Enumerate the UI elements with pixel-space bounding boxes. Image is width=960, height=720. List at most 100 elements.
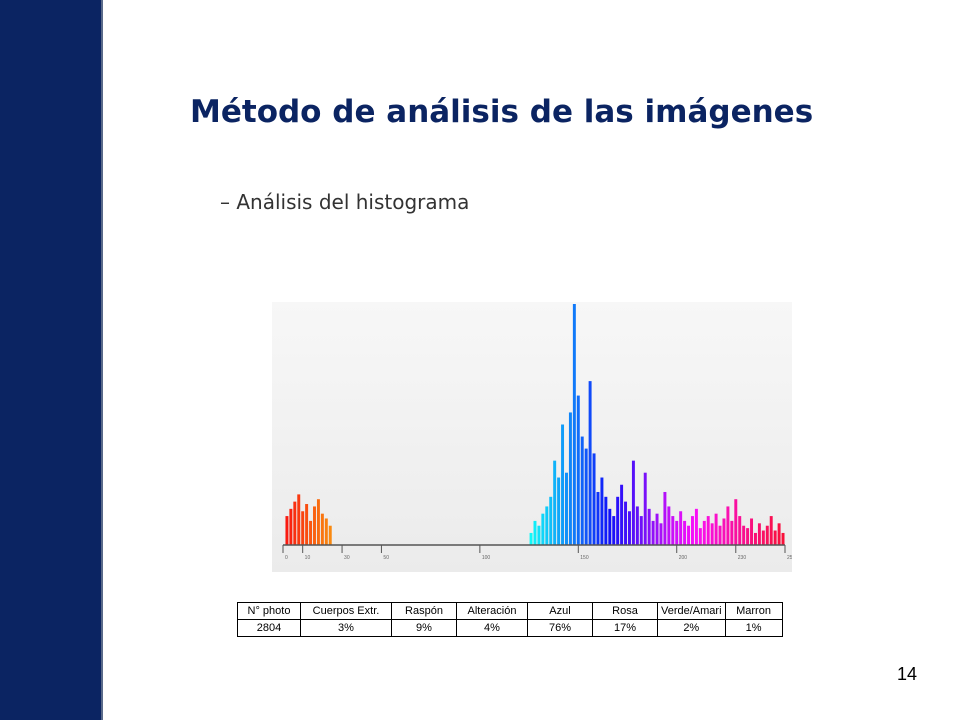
bar [734, 499, 738, 545]
bar [718, 525, 722, 545]
bar [576, 395, 580, 545]
page-number: 14 [897, 664, 918, 684]
bar [714, 513, 718, 545]
cell: Alteración [456, 602, 528, 620]
bar [529, 532, 533, 545]
x-tick-label: 150 [580, 555, 589, 561]
x-tick-label: 0 [285, 555, 288, 561]
x-tick-label: 50 [383, 555, 389, 561]
bar [316, 499, 320, 545]
bar [293, 501, 297, 545]
background [272, 302, 792, 572]
bar [584, 448, 588, 545]
cell: 9% [391, 619, 457, 637]
bar [710, 523, 714, 545]
bar [600, 477, 604, 545]
bar [305, 504, 309, 545]
cell: 1% [724, 619, 783, 637]
bar [750, 518, 754, 545]
bar [628, 511, 631, 545]
bar [679, 511, 683, 545]
bar [557, 477, 561, 545]
bar [726, 506, 730, 545]
bar [588, 381, 592, 545]
bar [313, 506, 316, 545]
bar [608, 508, 612, 545]
title: Método de análisis de las imágenes [190, 94, 814, 130]
bar [561, 424, 565, 545]
bar [730, 520, 734, 545]
bar [631, 460, 635, 545]
bar [671, 516, 675, 545]
bar [533, 520, 537, 545]
bar [604, 496, 608, 545]
x-tick-label: 200 [679, 555, 688, 561]
bar [537, 525, 541, 545]
bar [765, 525, 769, 545]
bar [722, 518, 726, 545]
cell: Cuerpos Extr. [300, 602, 392, 620]
bar [553, 460, 557, 545]
bar [324, 518, 328, 545]
bar [541, 513, 545, 545]
cell: Rosa [592, 602, 658, 620]
cell: 3% [300, 619, 392, 637]
histogram: 0 10 30 50 100 150 200 230 255 [272, 302, 792, 572]
bar [643, 472, 647, 545]
side-band [0, 0, 103, 720]
bar [659, 523, 663, 545]
bar [651, 520, 655, 545]
x-tick-label: 10 [305, 555, 311, 561]
bar [738, 516, 742, 545]
bar [761, 530, 765, 545]
bar [777, 523, 781, 545]
bar [694, 508, 698, 545]
bar [297, 494, 301, 545]
cell: 4% [456, 619, 528, 637]
bar [616, 496, 620, 545]
bar [285, 516, 289, 545]
bar [620, 484, 624, 545]
table: N° photo Cuerpos Extr. Raspón Alteración… [237, 602, 783, 637]
bar [309, 520, 313, 545]
cell: 17% [592, 619, 658, 637]
bar [667, 506, 671, 545]
bar [639, 516, 643, 545]
bar [320, 513, 324, 545]
bar [698, 528, 702, 545]
bar [592, 453, 596, 545]
bar [753, 532, 757, 545]
bar [687, 525, 691, 545]
bar [568, 412, 572, 545]
bar [690, 516, 694, 545]
bar [655, 513, 659, 545]
bar [301, 511, 305, 545]
bar [757, 523, 761, 545]
bar [572, 304, 576, 545]
cell: 2804 [237, 619, 301, 637]
bar [545, 506, 549, 545]
bar [742, 525, 746, 545]
cell: N° photo [237, 602, 301, 620]
bar [675, 520, 679, 545]
bar [549, 496, 553, 545]
bullet: – Análisis del histograma [220, 190, 470, 214]
bar [746, 528, 750, 545]
bar [635, 506, 639, 545]
cell: 76% [527, 619, 593, 637]
bar [289, 508, 293, 545]
bar [702, 520, 706, 545]
x-tick-label: 30 [344, 555, 350, 561]
bar [769, 516, 773, 545]
cell: Marron [724, 602, 783, 620]
bar [706, 516, 710, 545]
cell: Azul [527, 602, 593, 620]
bar [773, 530, 777, 545]
cell: Verde/Amari [657, 602, 726, 620]
bar [580, 436, 584, 545]
bar [683, 520, 687, 545]
cell: 2% [657, 619, 726, 637]
x-tick-label: 100 [482, 555, 491, 561]
bar [612, 516, 616, 545]
bar [565, 472, 568, 545]
